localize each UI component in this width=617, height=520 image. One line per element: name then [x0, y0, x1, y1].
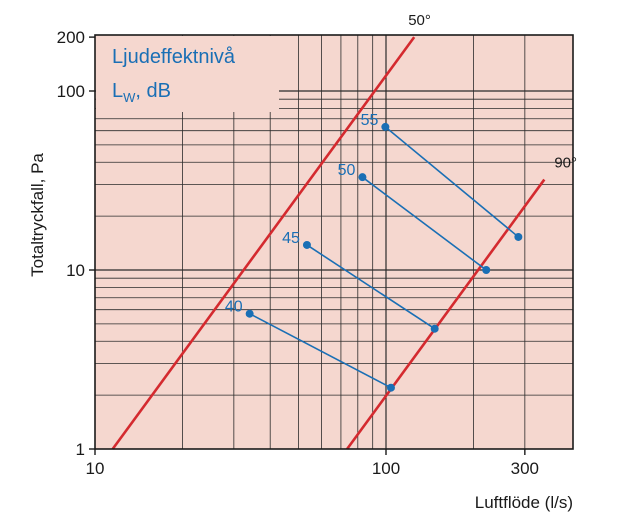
angle-lines: 50° 90° [111, 12, 577, 450]
level-point-start [302, 240, 311, 249]
angle-line-label: 50° [408, 12, 431, 29]
angle-line-label: 90° [554, 155, 577, 172]
level-point-start [358, 173, 367, 182]
angle-line-2 [346, 178, 546, 450]
level-line [384, 126, 519, 238]
y-tick-label: 10 [66, 261, 85, 280]
level-label: 40 [225, 299, 243, 316]
plot-frame [94, 34, 574, 450]
level-label: 55 [361, 112, 379, 129]
y-tick-label: 200 [57, 28, 85, 47]
level-point-end [430, 324, 439, 333]
level-label: 50 [338, 162, 356, 179]
level-point-end [386, 383, 395, 392]
legend-unit-main: L [112, 80, 123, 102]
legend-unit-sub: W [123, 90, 136, 105]
x-tick-label: 10 [86, 459, 105, 478]
legend-title: Ljudeffektnivå [112, 46, 236, 68]
level-line [361, 176, 487, 271]
legend-unit-rest: , dB [135, 80, 171, 102]
level-lines: 40 45 50 55 [225, 112, 523, 392]
y-tick-label: 100 [57, 82, 85, 101]
angle-line-1 [111, 36, 416, 450]
level-point-start [245, 309, 254, 318]
legend-unit: LW, dB [112, 80, 171, 105]
x-tick-label: 100 [372, 459, 400, 478]
x-axis-label: Luftflöde (l/s) [475, 493, 573, 512]
level-point-end [482, 266, 491, 274]
y-tick-label: 1 [76, 440, 85, 459]
x-tick-label: 300 [511, 459, 539, 478]
level-label: 45 [282, 230, 300, 247]
level-line [249, 312, 392, 389]
y-axis-label: Totaltryckfall, Pa [28, 153, 47, 277]
level-point-start [381, 122, 390, 131]
legend-box [96, 36, 279, 112]
level-point-end [514, 232, 523, 241]
level-line [306, 244, 436, 330]
